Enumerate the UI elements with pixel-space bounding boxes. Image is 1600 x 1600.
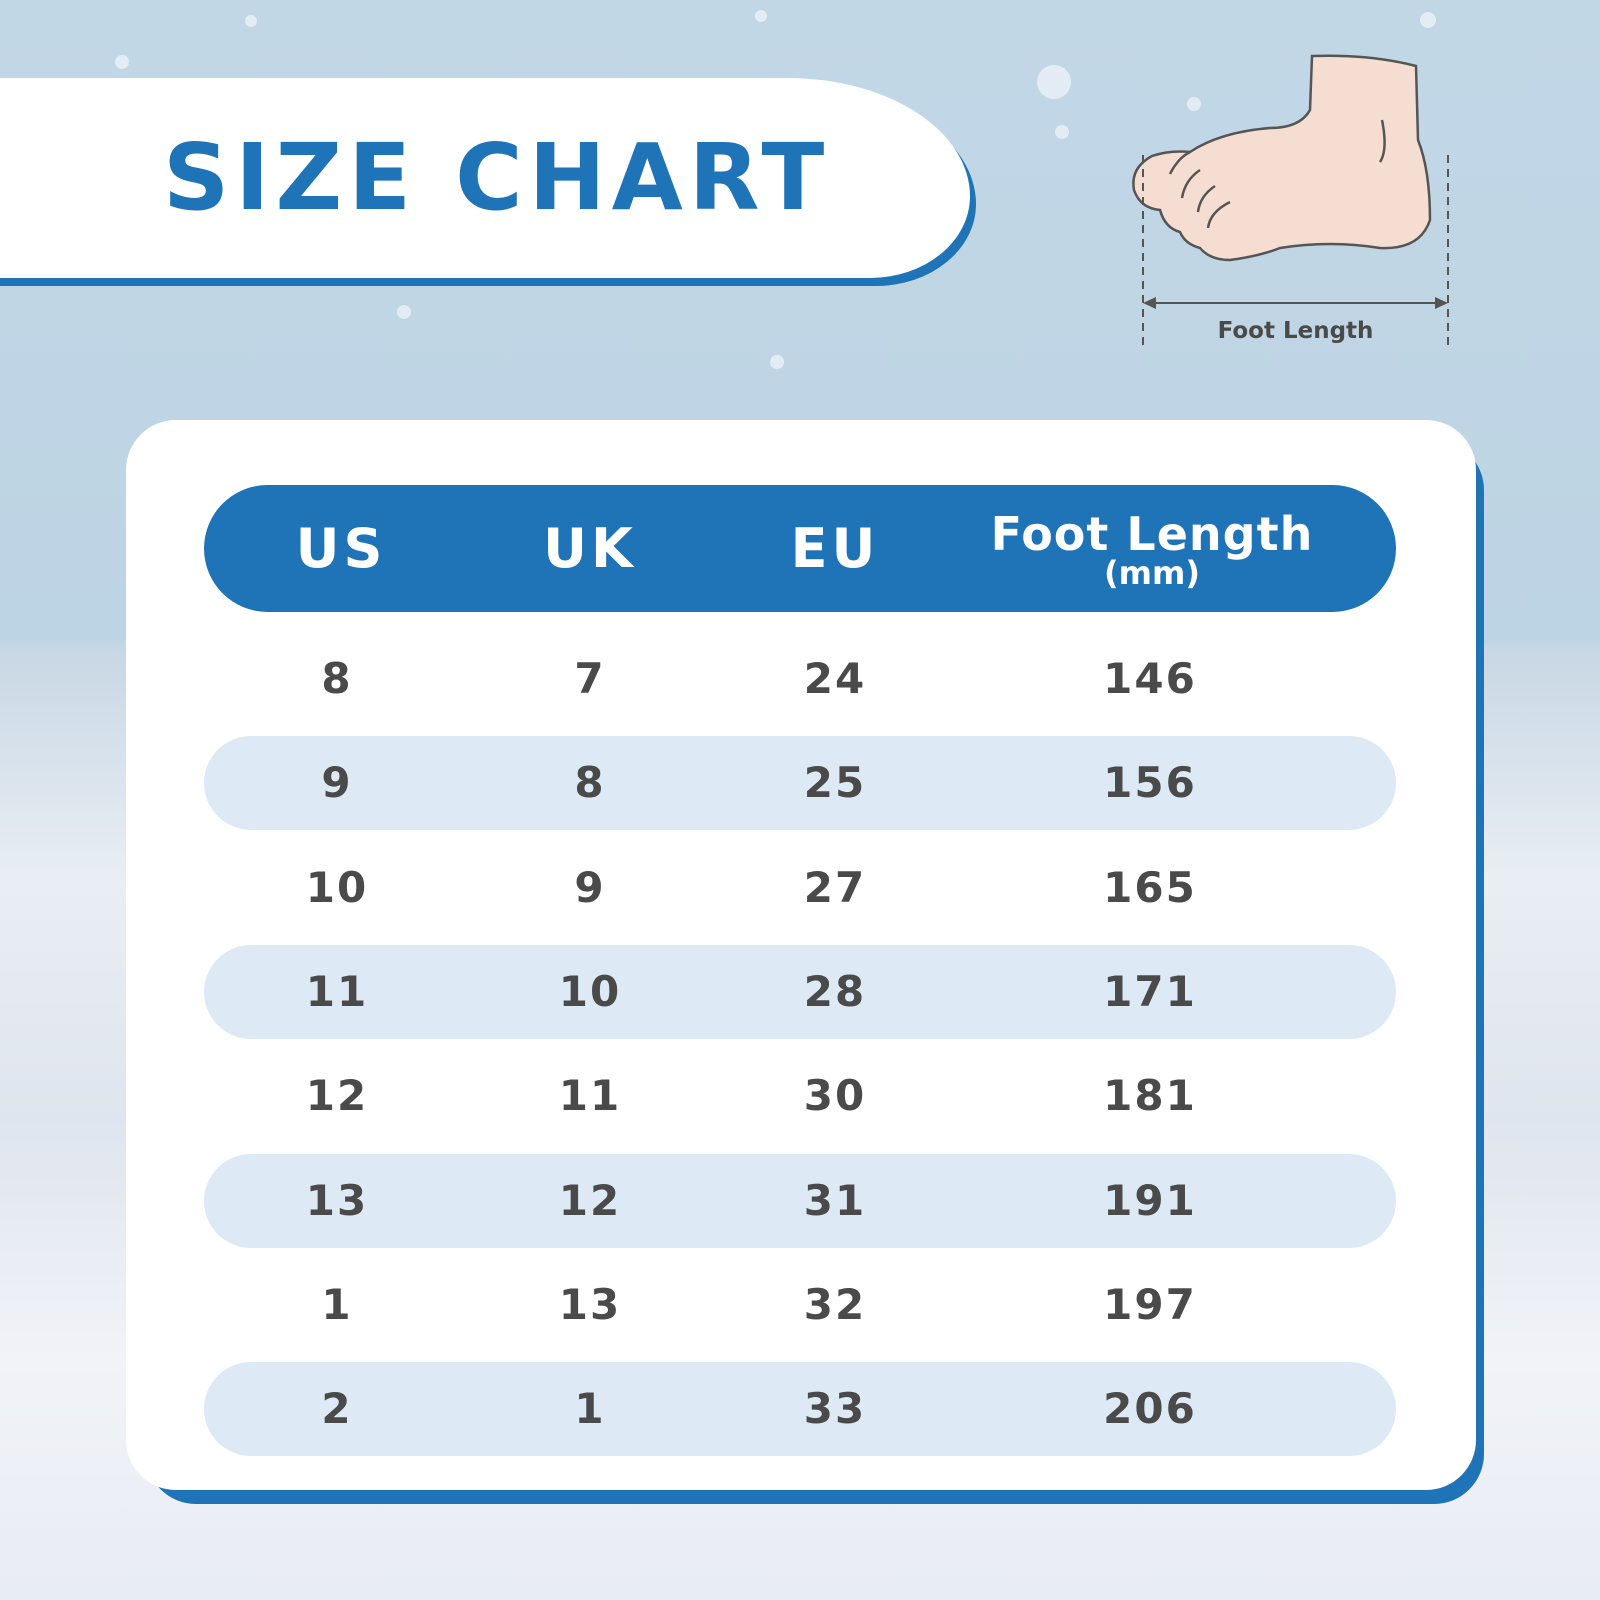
cell-us: 1 — [321, 1279, 353, 1329]
page-title: SIZE CHART — [163, 124, 831, 231]
header-uk-label: UK — [543, 517, 637, 580]
foot-illustration-icon — [1132, 54, 1449, 350]
cell-mm: 156 — [1103, 758, 1197, 808]
title-banner — [0, 78, 970, 278]
table-row: 1 13 32 197 — [204, 1258, 1396, 1352]
cell-us: 10 — [305, 862, 369, 912]
cell-uk: 7 — [574, 654, 606, 703]
cell-uk: 11 — [558, 1071, 622, 1121]
cell-uk: 13 — [558, 1279, 622, 1329]
cell-eu: 27 — [803, 862, 867, 912]
header-unit-label: (mm) — [1104, 553, 1200, 592]
table-row: 2 1 33 206 — [204, 1362, 1396, 1457]
table-header: US UK EU Foot Length (mm) — [204, 485, 1396, 612]
cell-mm: 191 — [1103, 1175, 1197, 1225]
cell-us: 9 — [321, 758, 353, 808]
cell-mm: 146 — [1103, 654, 1197, 703]
table-row: 12 11 30 181 — [204, 1049, 1396, 1143]
cell-eu: 32 — [803, 1279, 867, 1329]
cell-eu: 24 — [803, 654, 867, 703]
cell-mm: 181 — [1103, 1071, 1197, 1121]
cell-eu: 25 — [803, 758, 867, 808]
cell-mm: 206 — [1103, 1384, 1197, 1434]
foot-length-label: Foot Length — [1217, 318, 1374, 344]
cell-us: 8 — [321, 654, 353, 703]
table-row: 13 12 31 191 — [204, 1153, 1396, 1248]
cell-mm: 197 — [1103, 1279, 1197, 1329]
cell-uk: 10 — [558, 966, 622, 1016]
cell-uk: 8 — [574, 758, 606, 808]
cell-uk: 9 — [574, 862, 606, 912]
table-row: 8 7 24 146 — [204, 632, 1396, 726]
header-uk: UK — [543, 485, 637, 612]
header-us-label: US — [295, 517, 387, 580]
header-eu: EU — [791, 485, 880, 612]
table-row: 10 9 27 165 — [204, 841, 1396, 935]
cell-us: 12 — [305, 1071, 369, 1121]
cell-eu: 30 — [803, 1071, 867, 1121]
cell-uk: 1 — [574, 1384, 606, 1434]
table-row: 11 10 28 171 — [204, 944, 1396, 1039]
cell-mm: 171 — [1103, 966, 1197, 1016]
table-row: 9 8 25 156 — [204, 736, 1396, 831]
cell-us: 13 — [305, 1175, 369, 1225]
cell-mm: 165 — [1103, 862, 1197, 912]
header-us: US — [296, 485, 387, 612]
cell-us: 2 — [321, 1384, 353, 1434]
cell-us: 11 — [305, 966, 369, 1016]
header-foot-length: Foot Length (mm) — [991, 485, 1314, 612]
cell-eu: 31 — [803, 1175, 867, 1225]
header-eu-label: EU — [790, 517, 880, 580]
cell-eu: 33 — [803, 1384, 867, 1434]
cell-uk: 12 — [558, 1175, 622, 1225]
cell-eu: 28 — [803, 966, 867, 1016]
header-foot-length-label: Foot Length — [990, 506, 1314, 561]
